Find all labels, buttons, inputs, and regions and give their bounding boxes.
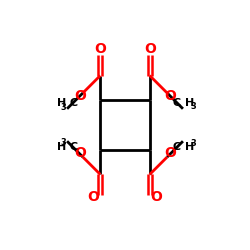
Text: C: C <box>69 142 77 152</box>
Text: O: O <box>164 146 176 160</box>
Text: H: H <box>186 98 195 108</box>
Text: O: O <box>94 42 106 56</box>
Text: O: O <box>164 89 176 103</box>
Text: C: C <box>173 142 181 152</box>
Text: 3: 3 <box>60 138 66 146</box>
Text: H: H <box>56 142 66 152</box>
Text: 3: 3 <box>190 139 196 148</box>
Text: O: O <box>144 42 156 56</box>
Text: H: H <box>56 98 66 108</box>
Text: O: O <box>74 146 86 160</box>
Text: 3: 3 <box>190 102 196 111</box>
Text: O: O <box>151 190 162 204</box>
Text: O: O <box>74 89 86 103</box>
Text: 3: 3 <box>60 103 66 112</box>
Text: H: H <box>186 142 195 152</box>
Text: C: C <box>69 98 77 108</box>
Text: O: O <box>88 190 99 204</box>
Text: C: C <box>173 98 181 108</box>
